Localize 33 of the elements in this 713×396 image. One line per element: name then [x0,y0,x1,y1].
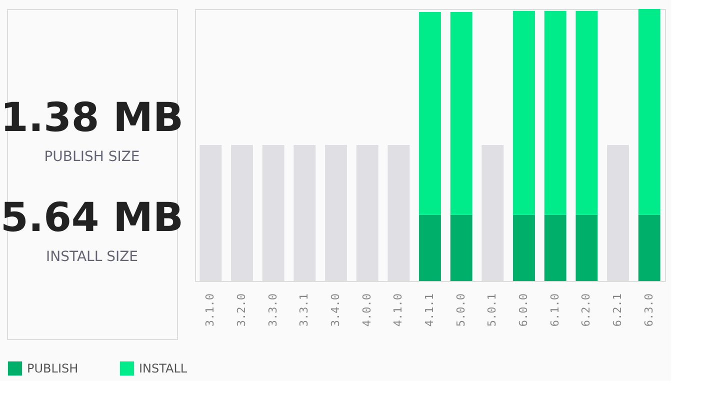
x-tick-label: 4.1.0 [392,294,405,327]
legend-label: PUBLISH [27,361,78,376]
bar [450,214,472,281]
x-tick-label: 5.0.0 [454,294,468,327]
x-tick-label: 6.2.0 [580,294,593,327]
x-tick-label: 3.4.0 [329,294,342,327]
x-tick-label: 3.2.0 [235,294,248,327]
x-tick-label: 5.0.1 [486,294,499,327]
x-tick-label: 6.2.1 [611,294,624,327]
x-tick-label: 3.3.0 [266,294,280,327]
x-tick-label: 3.3.1 [298,294,311,327]
text: 1.38 MB [0,95,184,141]
text: PUBLISH SIZE [44,149,140,165]
bar [513,214,535,281]
bar [638,214,660,281]
legend-label: INSTALL [139,361,188,376]
x-tick-label: 3.1.0 [204,294,217,327]
bar [544,10,566,215]
x-tick-label: 6.3.0 [642,294,656,327]
x-tick-label: 4.1.1 [423,294,436,327]
bar [513,10,535,215]
bar [544,214,566,281]
bar [576,10,598,215]
bar [419,214,441,281]
text: 5.64 MB [0,195,184,241]
bar [419,12,441,215]
x-tick-label: 6.1.0 [548,294,562,327]
x-tick-label: 4.0.0 [360,294,374,327]
bar [638,9,660,215]
text: INSTALL SIZE [46,249,138,265]
x-tick-label: 6.0.0 [517,294,530,327]
bar [450,12,472,215]
bar [576,214,598,281]
